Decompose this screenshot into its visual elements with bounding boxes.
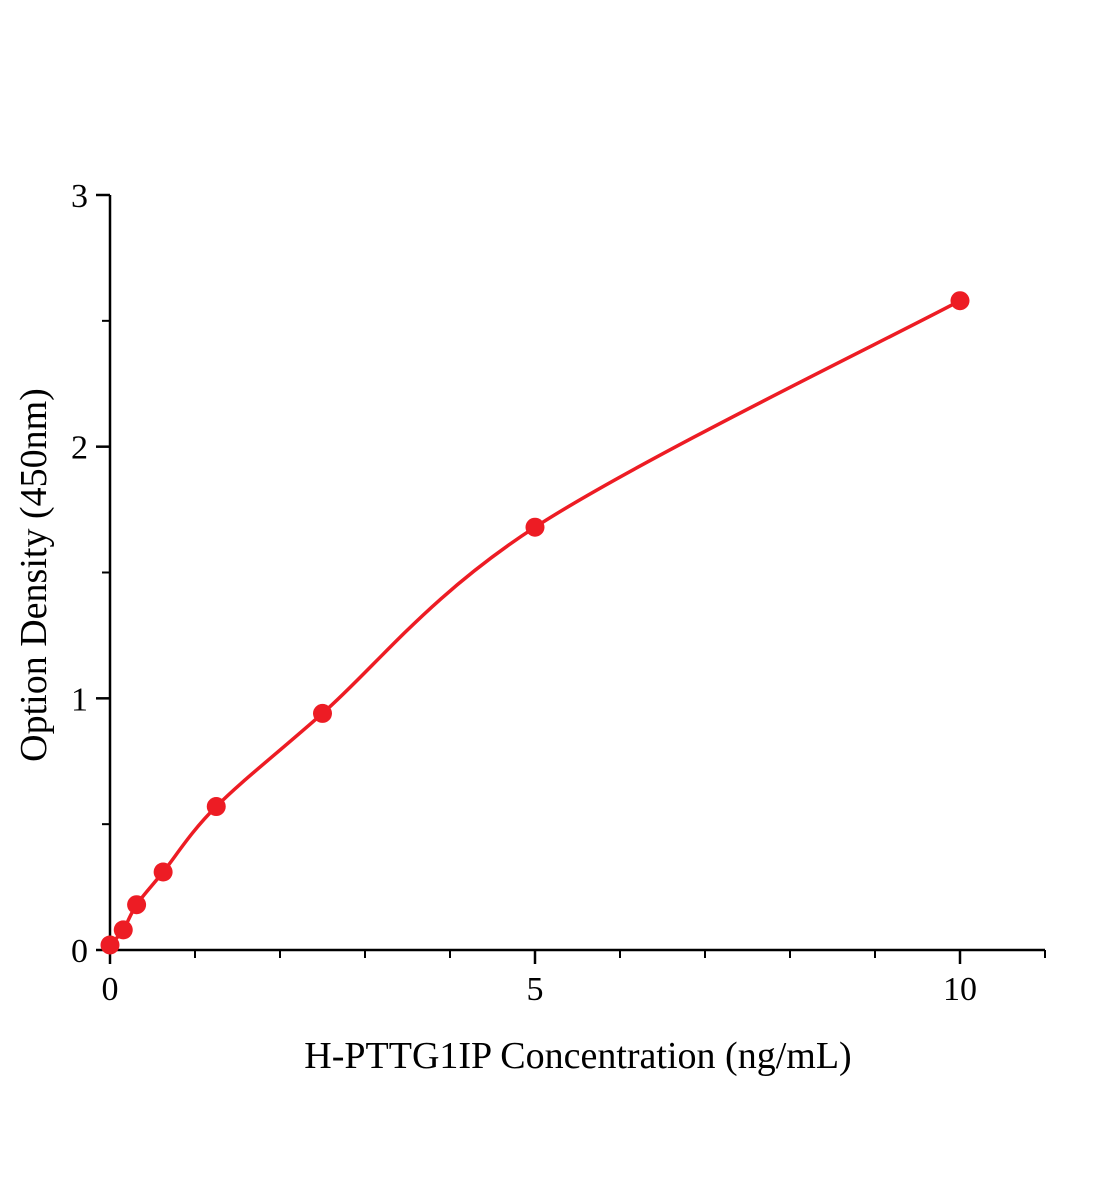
data-point-marker xyxy=(113,920,133,940)
data-point-marker xyxy=(950,291,970,311)
data-point-marker xyxy=(206,797,226,817)
data-point-marker xyxy=(153,862,173,882)
x-tick-label: 10 xyxy=(943,971,977,1008)
y-tick-label: 3 xyxy=(71,178,88,215)
data-point-marker xyxy=(313,703,332,723)
x-tick-label: 0 xyxy=(102,971,119,1008)
data-point-marker xyxy=(525,517,545,537)
x-tick-label: 5 xyxy=(527,971,544,1008)
data-point-marker xyxy=(127,895,147,915)
standard-curve-line xyxy=(108,298,962,947)
plot-layer: 0 5 10 0 1 2 3 xyxy=(71,178,1046,1008)
y-tick-label: 0 xyxy=(71,933,88,970)
y-tick-label: 1 xyxy=(71,681,88,718)
x-axis-label: H-PTTG1IP Concentration (ng/mL) xyxy=(304,1035,851,1077)
y-axis-label: Option Density (450nm) xyxy=(13,388,55,762)
y-tick-label: 2 xyxy=(71,430,88,467)
data-point-marker xyxy=(100,935,120,955)
